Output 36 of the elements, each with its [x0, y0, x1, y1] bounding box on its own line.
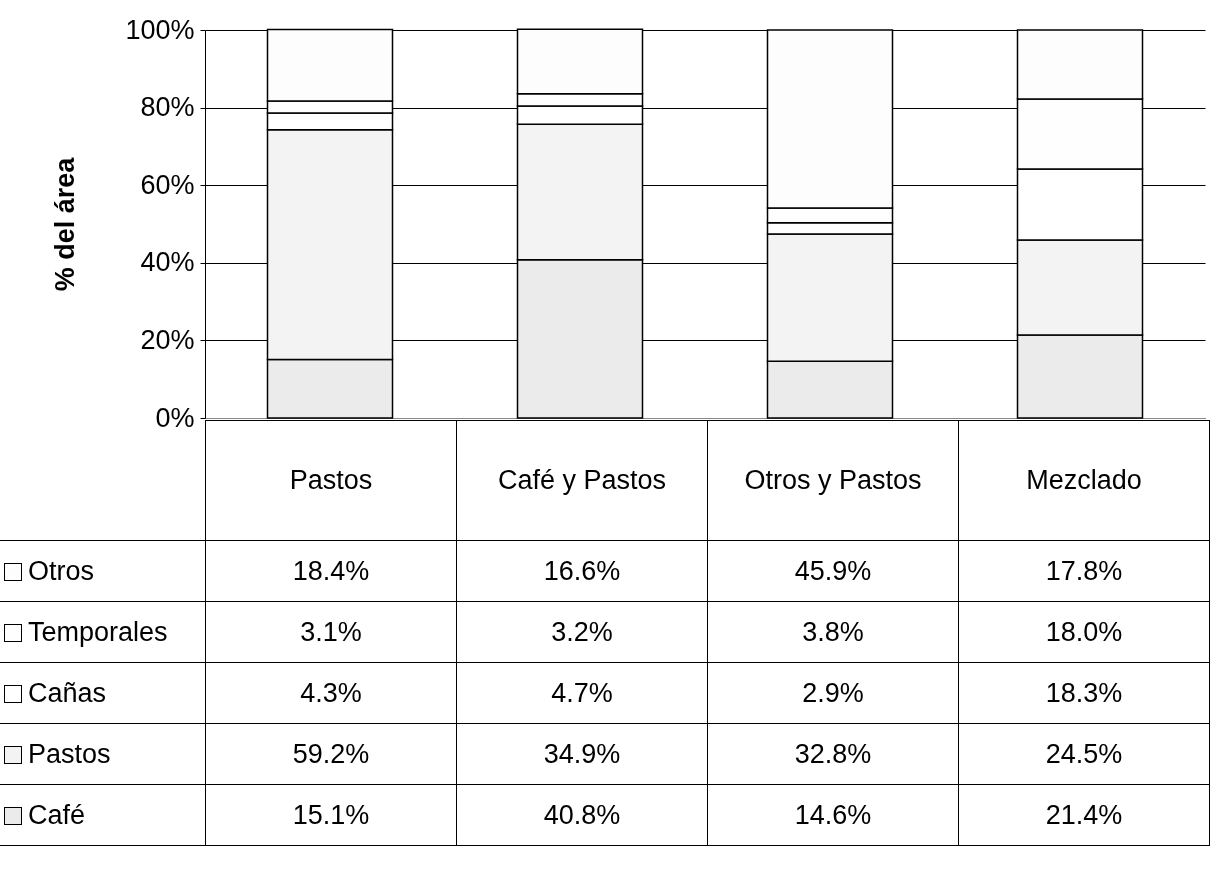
data-label: 3.8% [707, 601, 959, 663]
data-label: 15.1% [205, 784, 457, 846]
data-label: 3.1% [205, 601, 457, 663]
data-label: 14.6% [707, 784, 959, 846]
x-tick-label: Café y Pastos [456, 420, 708, 541]
x-tick-label: Pastos [205, 420, 457, 541]
data-label: 18.3% [958, 662, 1210, 724]
x-tick-label: Mezclado [958, 420, 1210, 541]
y-tick-label: 80% [140, 92, 195, 123]
data-label: 18.0% [958, 601, 1210, 663]
data-label: 59.2% [205, 723, 457, 785]
data-label: 4.7% [456, 662, 708, 724]
data-label: 32.8% [707, 723, 959, 785]
y-axis-title: % del área [50, 156, 81, 292]
y-tick-label: 0% [155, 402, 195, 433]
legend-label: Temporales [28, 616, 168, 647]
y-tick-label: 60% [140, 169, 195, 200]
data-label: 17.8% [958, 540, 1210, 602]
data-label: 4.3% [205, 662, 457, 724]
data-label: 34.9% [456, 723, 708, 785]
data-label: 2.9% [707, 662, 959, 724]
y-tick-label: 40% [140, 247, 195, 278]
data-label: 21.4% [958, 784, 1210, 846]
x-tick-label: Otros y Pastos [707, 420, 959, 541]
legend-label: Café [28, 799, 86, 830]
legend-label: Cañas [28, 677, 107, 708]
legend-label: Pastos [28, 738, 111, 769]
y-tick-label: 20% [140, 324, 195, 355]
data-label: 45.9% [707, 540, 959, 602]
data-label: 24.5% [958, 723, 1210, 785]
data-label: 3.2% [456, 601, 708, 663]
y-tick-label: 100% [125, 14, 195, 45]
data-label: 18.4% [205, 540, 457, 602]
data-label: 16.6% [456, 540, 708, 602]
legend-label: Otros [28, 555, 95, 586]
data-label: 40.8% [456, 784, 708, 846]
